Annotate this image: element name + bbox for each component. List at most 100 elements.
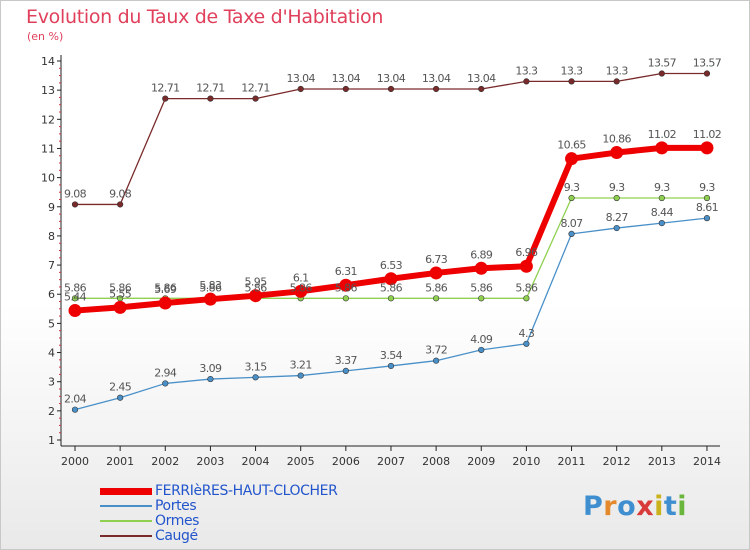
data-label: 5.83 (199, 279, 222, 292)
data-point (433, 295, 440, 302)
y-tick-label: 6 (48, 288, 55, 301)
data-point (162, 380, 169, 387)
legend-label: Portes (155, 498, 197, 514)
data-point (523, 78, 530, 85)
data-point (478, 85, 485, 93)
data-label: 9.3 (699, 181, 715, 194)
data-point (117, 394, 124, 401)
data-label: 3.15 (245, 360, 268, 373)
y-tick-label: 2 (48, 405, 55, 418)
data-label: 9.3 (609, 181, 625, 194)
legend-swatch (100, 505, 152, 507)
data-point (162, 95, 169, 102)
legend-label: Caugé (155, 528, 198, 544)
data-point (71, 295, 79, 302)
data-label: 13.04 (332, 72, 361, 85)
data-point (117, 201, 124, 208)
y-tick-label: 12 (41, 113, 55, 126)
data-label: 12.71 (151, 82, 180, 95)
data-label: 3.37 (335, 354, 358, 367)
data-label: 13.3 (515, 64, 538, 77)
data-label: 4.3 (519, 327, 535, 340)
data-point (700, 141, 714, 155)
data-point (339, 278, 353, 292)
y-tick-label: 5 (48, 317, 55, 330)
x-tick-label: 2002 (151, 455, 179, 468)
x-tick-label: 2000 (61, 455, 89, 468)
legend-label: FERRIèRES-HAUT-CLOCHER (155, 483, 338, 499)
data-label: 3.21 (290, 359, 312, 372)
y-tick-label: 11 (41, 142, 55, 155)
data-point (342, 367, 349, 375)
data-point (658, 70, 665, 77)
logo-letter: i (677, 491, 688, 522)
y-tick-label: 3 (48, 376, 55, 389)
y-tick-label: 10 (41, 172, 55, 185)
x-tick-label: 2011 (558, 455, 586, 468)
data-label: 3.09 (199, 362, 222, 375)
chart-title: Evolution du Taux de Taxe d'Habitation (26, 6, 384, 28)
data-label: 6.73 (425, 253, 448, 266)
legend-item: Caugé (100, 528, 500, 544)
data-point (113, 300, 127, 314)
data-point (658, 219, 665, 227)
x-tick-label: 2010 (512, 455, 540, 468)
legend: FERRIèRES-HAUT-CLOCHER Portes Ormes Caugé (100, 483, 500, 544)
legend-swatch (100, 487, 152, 495)
legend-item: Ormes (100, 513, 500, 529)
data-label: 13.3 (606, 64, 629, 77)
data-point (203, 292, 217, 306)
data-label: 5.86 (380, 281, 403, 294)
data-label: 2.45 (109, 381, 132, 394)
logo-letter: t (663, 491, 678, 522)
data-point (568, 78, 575, 85)
y-tick-label: 7 (48, 259, 55, 272)
data-point (342, 295, 349, 302)
data-point (71, 406, 79, 413)
data-point (478, 346, 485, 354)
proxiti-logo: Proxiti (583, 491, 687, 522)
data-label: 5.86 (335, 281, 358, 294)
x-tick-label: 2012 (603, 455, 631, 468)
data-label: 11.02 (693, 128, 722, 141)
legend-item: Portes (100, 498, 500, 514)
data-label: 8.27 (606, 211, 629, 224)
data-point (703, 194, 711, 202)
x-tick-label: 2004 (242, 455, 270, 468)
data-point (474, 261, 488, 275)
y-tick-label: 9 (48, 201, 55, 214)
x-tick-label: 2005 (287, 455, 315, 468)
data-label: 5.86 (515, 281, 538, 294)
data-label: 6.31 (335, 265, 357, 278)
data-point (207, 95, 214, 102)
data-point (565, 152, 579, 166)
data-point (568, 194, 575, 202)
data-label: 6.96 (515, 246, 538, 259)
data-point (387, 362, 395, 370)
data-point (610, 146, 624, 160)
data-label: 5.86 (245, 281, 268, 294)
data-point (297, 372, 304, 379)
chart-subtitle: (en %) (27, 30, 64, 43)
data-point (433, 357, 440, 364)
data-label: 8.61 (696, 201, 718, 214)
data-label: 5.86 (199, 281, 222, 294)
data-point (703, 215, 711, 222)
data-point (387, 295, 395, 302)
data-label: 3.72 (425, 344, 447, 357)
data-label: 9.3 (654, 181, 670, 194)
data-point (568, 230, 575, 237)
data-point (429, 266, 443, 280)
y-tick-label: 13 (41, 84, 55, 97)
data-point (613, 194, 620, 202)
x-tick-label: 2007 (377, 455, 405, 468)
legend-label: Ormes (155, 513, 200, 529)
data-point (297, 85, 304, 93)
data-point (519, 259, 533, 273)
data-label: 5.95 (245, 276, 268, 289)
data-point (68, 304, 82, 318)
logo-letter: o (617, 491, 637, 522)
data-label: 6.89 (470, 248, 493, 261)
series-layer (68, 70, 714, 413)
